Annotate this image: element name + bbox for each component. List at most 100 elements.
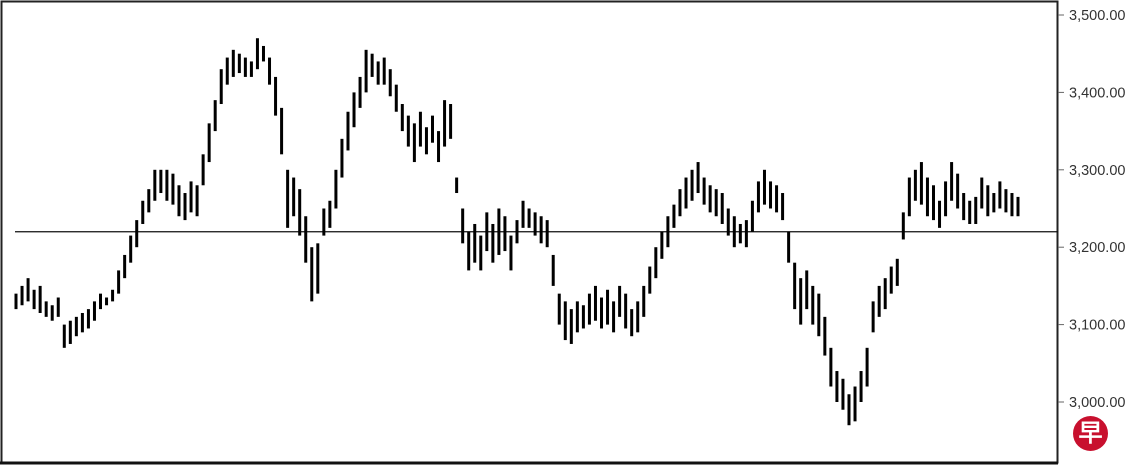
zaobao-logo: 早 [1073,416,1108,451]
ohlc-bar [189,181,193,213]
ohlc-bar [261,45,265,62]
ohlc-bar [340,138,344,178]
ohlc-bar [105,297,109,306]
ohlc-bar [20,285,24,306]
ohlc-bar [515,220,519,244]
y-tick-label: 3,100.00 [1069,318,1125,334]
ohlc-bar [539,216,543,244]
ohlc-bar [388,69,392,97]
ohlc-bar [702,177,706,205]
ohlc-bar [750,200,754,232]
ohlc-bar [901,212,905,240]
y-axis: 3,000.00 3,100.00 3,200.00 3,300.00 3,400.00… [1058,8,1125,411]
ohlc-bar [255,38,259,70]
ohlc-bar [26,278,30,302]
ohlc-bar [177,185,181,217]
ohlc-bar [171,173,175,205]
ohlc-bar [243,57,247,77]
ohlc-bar [92,301,96,321]
ohlc-bar [346,111,350,151]
ohlc-bar [111,289,115,302]
ohlc-bar [201,154,205,186]
ohlc-bar [805,270,809,310]
ohlc-bar [86,309,90,329]
ohlc-bar [74,316,78,337]
ohlc-bar [316,243,320,294]
y-tick-label: 3,300.00 [1069,163,1125,179]
y-tick-label: 3,200.00 [1069,240,1125,256]
ohlc-bar [557,293,561,325]
ohlc-bar [913,169,917,201]
ohlc-bar [696,162,700,194]
ohlc-bar [895,258,899,286]
ohlc-bar [533,212,537,236]
ohlc-bar [865,347,869,387]
ohlc-bar [974,196,978,224]
ohlc-bar [720,193,724,224]
ohlc-bar [726,208,730,236]
ohlc-bar [956,173,960,209]
ohlc-bar [853,386,857,422]
ohlc-bar [521,200,525,228]
ohlc-bar [756,181,760,213]
ohlc-bar [117,270,121,294]
ohlc-bar [497,208,501,255]
ohlc-bar [581,305,585,329]
ohlc-bar [358,76,362,108]
ohlc-bar [847,394,851,426]
ohlc-bar [32,289,36,310]
ohlc-bar [461,208,465,244]
ohlc-bar [352,92,356,128]
ohlc-bar [799,278,803,325]
y-tick-label: 3,000.00 [1069,395,1125,411]
ohlc-bar [992,193,996,213]
ohlc-bar [968,200,972,224]
ohlc-bar [473,223,477,263]
ohlc-bar [835,371,839,402]
ohlc-bar [437,131,441,163]
ohlc-bar [1004,189,1008,213]
ohlc-bar [400,104,404,132]
ohlc-bar [654,247,658,279]
ohlc-bar [781,193,785,221]
ohlc-bar [998,181,1002,209]
ohlc-bar [817,293,821,337]
ohlc-bar [925,177,929,217]
ohlc-bar [237,53,241,74]
ohlc-bar [467,231,471,271]
ohlc-bar [618,285,622,317]
ohlc-bar [99,293,103,310]
ohlc-bar [376,61,380,85]
ohlc-bar [527,208,531,228]
ohlc-bar [491,223,495,263]
ohlc-bar [509,235,513,271]
ohlc-bar [871,301,875,333]
ohlc-bar [412,123,416,163]
ohlc-bar [370,53,374,77]
ohlc-bar [328,200,332,228]
ohlc-bar [829,347,833,387]
ohlc-bar [153,169,157,201]
ohlc-bar [1010,193,1014,217]
ohlc-bar [14,293,18,310]
ohlc-bar [292,177,296,217]
ohlc-bar [950,162,954,201]
y-tick-label: 3,500.00 [1069,8,1125,24]
ohlc-bar [606,289,610,325]
ohlc-bar [648,266,652,294]
ohlc-bar [714,189,718,217]
ohlc-bar [449,104,453,139]
ohlc-bar [612,301,616,333]
ohlc-bar [684,177,688,209]
ohlc-bar [479,235,483,271]
ohlc-bar [406,115,410,147]
ohlc-bar [304,216,308,263]
ohlc-bar [545,220,549,248]
ohlc-bar [931,185,935,221]
ohlc-bar [183,193,187,221]
ohlc-bar [587,293,591,325]
ohlc-bar [859,371,863,402]
ohlc-bar [382,57,386,85]
ohlc-bar [280,107,284,155]
